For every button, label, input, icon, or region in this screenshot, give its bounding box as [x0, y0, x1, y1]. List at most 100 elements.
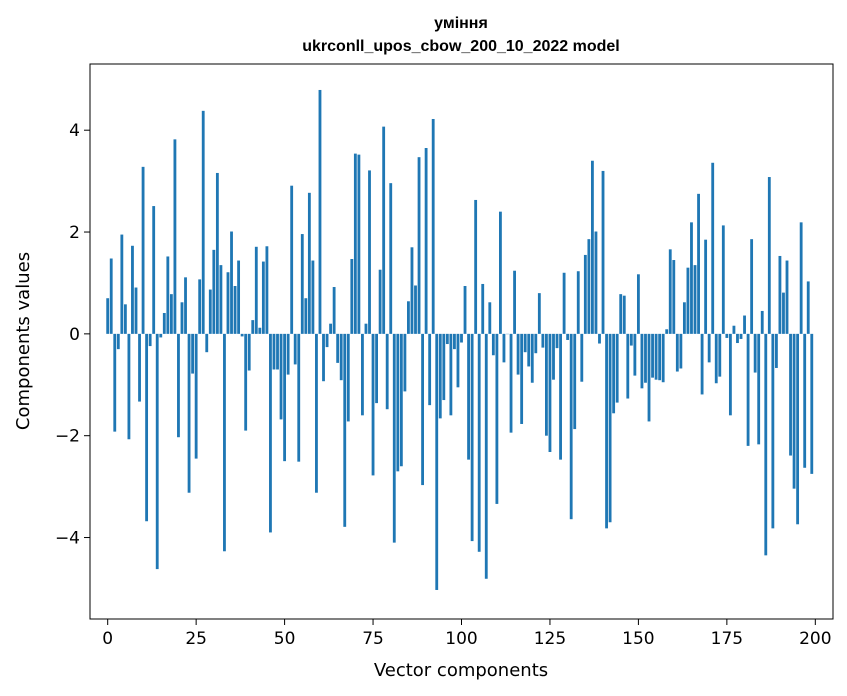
bar	[782, 292, 785, 334]
bar	[785, 260, 789, 334]
chart-title-line1: уміння	[434, 15, 488, 32]
bar	[106, 298, 110, 334]
bar	[205, 333, 209, 353]
bar	[693, 265, 697, 334]
x-axis-label: Vector components	[374, 660, 548, 681]
bar	[311, 260, 315, 334]
bar	[109, 258, 113, 334]
bar	[580, 333, 584, 382]
bar	[191, 333, 195, 374]
bar	[343, 333, 347, 527]
bar	[431, 118, 435, 334]
bar	[350, 259, 354, 334]
bar	[598, 333, 601, 344]
bar	[530, 333, 534, 383]
bar	[279, 333, 283, 420]
bar	[537, 293, 541, 334]
bar	[428, 333, 432, 406]
bar	[711, 162, 715, 334]
chart-title-line2: ukrconll_upos_cbow_200_10_2022 model	[302, 38, 619, 55]
bar	[810, 333, 814, 474]
plot-area-frame	[89, 63, 834, 620]
bars-group	[106, 89, 814, 590]
bar	[626, 333, 630, 399]
y-tick-label: −4	[55, 529, 80, 549]
bar	[743, 315, 746, 334]
bar	[138, 333, 141, 402]
bar	[491, 333, 495, 356]
bar	[707, 333, 711, 363]
bar	[509, 333, 513, 433]
bar	[481, 283, 485, 334]
bar	[300, 234, 304, 334]
bar	[661, 333, 665, 383]
bar	[283, 333, 287, 462]
bar	[230, 231, 233, 334]
bar	[385, 333, 389, 410]
bar	[396, 333, 400, 472]
bar	[552, 333, 555, 380]
bar	[668, 249, 672, 334]
bar	[315, 333, 318, 493]
bar	[474, 199, 478, 334]
bar	[534, 333, 538, 354]
bar	[516, 333, 520, 375]
bar	[644, 333, 647, 383]
bar	[361, 333, 364, 416]
x-tick-label: 200	[799, 629, 831, 649]
bar	[460, 333, 463, 343]
x-tick-label: 0	[102, 629, 113, 649]
bar	[290, 185, 294, 334]
bar	[389, 183, 393, 334]
bar	[605, 333, 608, 529]
bar	[725, 333, 729, 338]
bar	[322, 333, 325, 382]
bar	[622, 295, 626, 334]
bar	[796, 333, 800, 525]
bar	[251, 320, 255, 334]
bar	[265, 246, 269, 334]
bar	[346, 333, 350, 422]
bar	[520, 333, 524, 424]
bar	[615, 333, 619, 403]
x-tick-label: 25	[185, 629, 207, 649]
bar	[640, 333, 644, 389]
bar	[336, 333, 340, 363]
y-axis-label: Components values	[13, 252, 34, 430]
bar	[672, 260, 676, 334]
bar	[173, 139, 177, 334]
bar	[470, 333, 474, 542]
bar	[410, 247, 414, 334]
bar	[562, 272, 566, 334]
bar	[208, 289, 212, 334]
bar	[307, 192, 311, 334]
bar	[194, 333, 198, 459]
bar	[718, 333, 722, 377]
bar	[760, 310, 764, 334]
bar	[675, 333, 679, 372]
bar	[212, 249, 216, 334]
bar	[357, 154, 361, 334]
bar	[187, 333, 191, 493]
bar	[378, 269, 382, 334]
bar	[484, 333, 488, 579]
bar	[697, 193, 700, 334]
bar	[353, 153, 357, 334]
bar	[293, 333, 297, 365]
x-tick-label: 100	[445, 629, 477, 649]
bar	[714, 333, 718, 384]
bar	[523, 333, 527, 353]
bar	[774, 333, 778, 368]
bar	[318, 89, 322, 334]
y-tick-label: 0	[69, 325, 80, 345]
bar	[131, 245, 134, 334]
bar	[569, 333, 573, 520]
bar	[141, 166, 145, 334]
bar	[633, 333, 637, 376]
bar	[647, 333, 651, 422]
bar	[407, 301, 410, 334]
bar	[113, 333, 117, 432]
bar	[445, 333, 449, 345]
bar	[116, 333, 120, 350]
